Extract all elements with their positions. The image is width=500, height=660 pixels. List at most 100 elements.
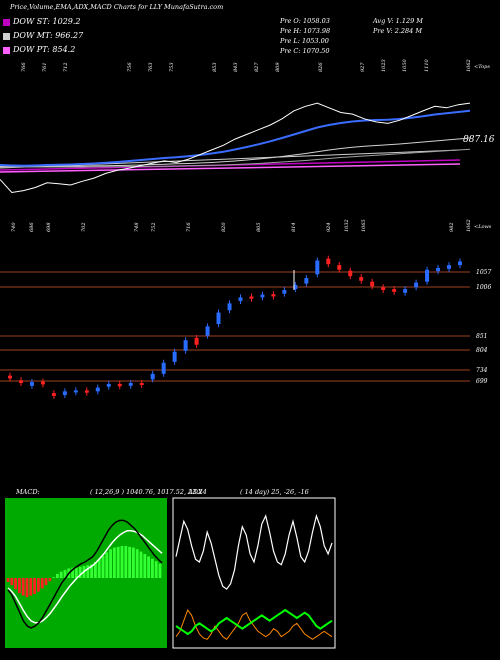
candle-body: [304, 278, 309, 284]
candle-body: [447, 265, 452, 269]
macd-histogram-bar: [48, 578, 52, 582]
macd-histogram-bar: [116, 546, 120, 578]
price-corner-label: <Lows: [474, 224, 492, 230]
adx-di-line: [175, 513, 333, 590]
candle-body: [183, 340, 188, 351]
level-label: 1006: [476, 284, 492, 291]
legend-label-mt: DOW MT: 966.27: [13, 31, 84, 40]
legend-label-st: DOW ST: 1029.2: [13, 17, 81, 26]
candle-body: [172, 351, 177, 362]
ema-last-value-label: 887.16: [463, 135, 495, 145]
macd-histogram-bar: [25, 578, 29, 598]
candle-body: [139, 383, 144, 386]
macd-values: ( 12,26,9 ) 1040.76, 1017.52, 23.24: [90, 488, 207, 496]
macd-histogram-bar: [33, 578, 36, 594]
candle-body: [216, 312, 221, 325]
macd-histogram-bar: [21, 578, 25, 596]
level-label: 734: [476, 367, 488, 374]
level-label: 851: [476, 333, 488, 340]
candle-body: [150, 373, 155, 380]
legend-swatch-pt: [3, 47, 10, 54]
macd-histogram-bar: [139, 551, 143, 578]
candle-body: [51, 393, 56, 396]
candle-body: [392, 289, 397, 292]
legend-label-pt: DOW PT: 854.2: [13, 45, 76, 54]
macd-histogram-bar: [44, 578, 48, 586]
macd-histogram-bar: [132, 547, 135, 578]
macd-histogram-bar: [78, 566, 82, 578]
adx-values: ( 14 day) 25, -26, -16: [240, 488, 309, 496]
candle-body: [436, 267, 441, 272]
macd-histogram-bar: [124, 546, 128, 578]
macd-histogram-bar: [18, 578, 21, 594]
candle-body: [84, 390, 89, 393]
candle-body: [315, 260, 320, 275]
ema-long-line: [0, 148, 471, 168]
macd-histogram-bar: [75, 567, 78, 578]
ohlc-close: Pre C: 1070.50: [280, 47, 330, 55]
candle-body: [106, 383, 111, 387]
macd-histogram-bar: [135, 549, 139, 578]
candle-body: [326, 258, 331, 265]
macd-histogram-bar: [59, 571, 63, 578]
macd-line: [7, 519, 163, 629]
macd-histogram-bar: [101, 555, 105, 578]
ohlc-high: Pre H: 1073.98: [280, 27, 331, 35]
macd-signal-line: [7, 530, 163, 624]
macd-histogram-bar: [151, 558, 154, 578]
macd-histogram-bar: [6, 578, 10, 582]
level-label: 1057: [476, 269, 492, 276]
macd-histogram-bar: [40, 578, 44, 589]
macd-label: MACD:: [16, 488, 40, 496]
price-close-line: [0, 102, 471, 194]
macd-histogram-bar: [158, 563, 162, 578]
volume-prev: Pre V: 2.284 M: [373, 27, 423, 35]
candle-body: [194, 337, 199, 345]
adx-minus-di-line: [175, 608, 333, 640]
candle-body: [227, 303, 232, 311]
candle-body: [293, 284, 298, 290]
macd-histogram-bar: [29, 578, 33, 596]
candle-body: [205, 326, 210, 336]
macd-histogram-bar: [63, 570, 67, 578]
macd-histogram-bar: [143, 554, 147, 578]
candle-body: [348, 270, 353, 277]
candle-body: [370, 281, 375, 287]
candle-body: [249, 296, 254, 299]
macd-histogram-bar: [86, 565, 90, 578]
macd-histogram-bar: [56, 574, 59, 578]
candle-body: [381, 287, 386, 290]
macd-histogram-bar: [37, 578, 40, 592]
macd-histogram-bar: [10, 578, 14, 586]
level-label: 804: [476, 347, 488, 354]
candle-body: [40, 381, 45, 385]
adx-label: ADX: [188, 488, 203, 496]
candle-body: [359, 277, 364, 281]
candle-body: [8, 375, 12, 379]
candle-body: [95, 387, 100, 392]
macd-histogram-bar: [105, 552, 109, 578]
candle-body: [62, 391, 67, 395]
macd-histogram-bar: [120, 546, 124, 578]
level-label: 699: [476, 378, 488, 385]
macd-histogram-bar: [94, 562, 97, 578]
candle-body: [29, 382, 34, 386]
candle-body: [128, 383, 133, 386]
macd-histogram-bar: [113, 547, 116, 578]
legend-swatch-st: [3, 19, 10, 26]
candle-body: [425, 269, 430, 282]
macd-histogram-bar: [109, 549, 112, 578]
candle-body: [238, 297, 243, 302]
macd-histogram-bar: [71, 567, 74, 578]
dow-pt-line: [0, 163, 461, 173]
ohlc-open: Pre O: 1058.03: [280, 17, 330, 25]
legend-swatch-mt: [3, 33, 10, 40]
macd-histogram-bar: [97, 558, 101, 578]
candle-body: [117, 383, 122, 387]
macd-background: [5, 498, 167, 648]
macd-histogram-bar: [147, 556, 150, 578]
candle-body: [458, 261, 462, 266]
candle-body: [161, 362, 166, 374]
